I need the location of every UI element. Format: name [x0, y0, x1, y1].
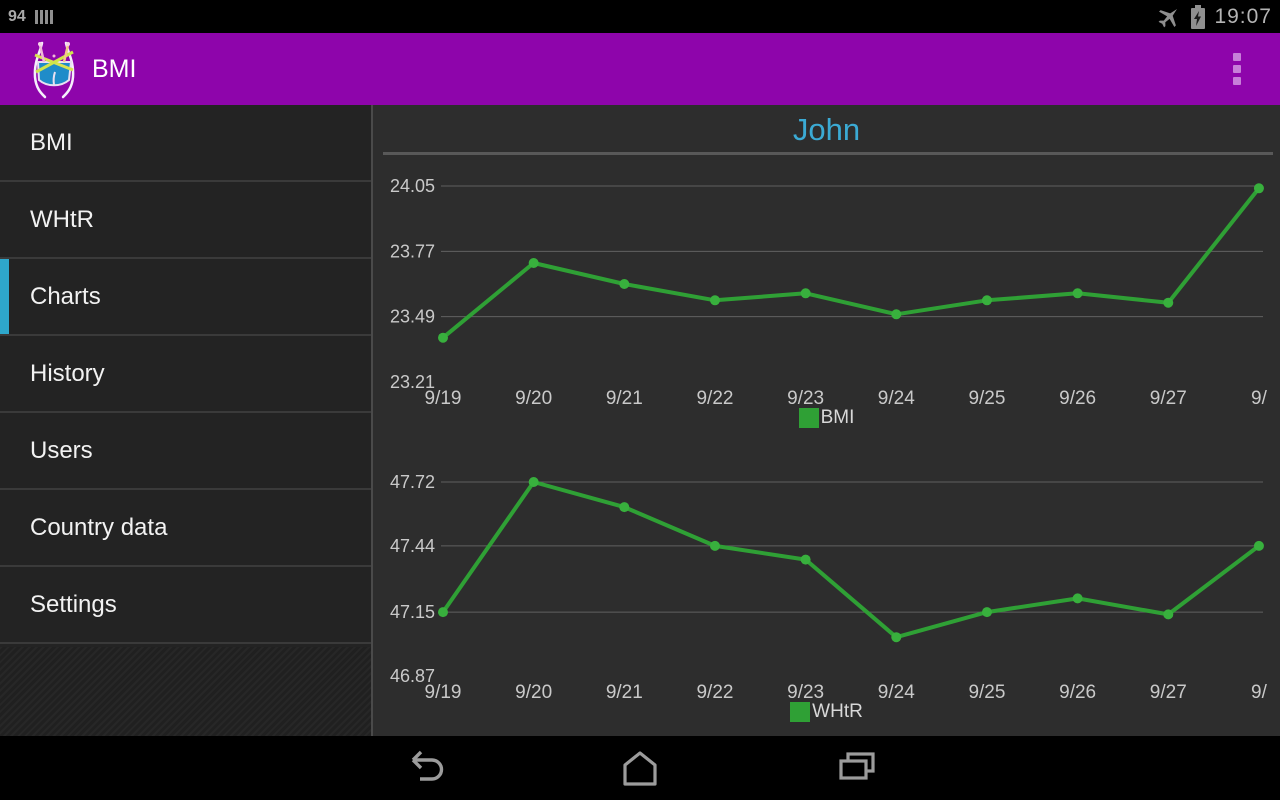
svg-text:9/26: 9/26 — [1059, 388, 1096, 409]
sidebar-item-bmi[interactable]: BMI — [0, 105, 371, 182]
sidebar-item-charts[interactable]: Charts — [0, 259, 371, 336]
charts-panel: John 24.05 23.77 23.49 23.21 9/19 9/20 9/21 9/2… — [373, 105, 1280, 736]
sidebar-item-settings[interactable]: Settings — [0, 567, 371, 644]
svg-text:9/19: 9/19 — [425, 388, 462, 409]
bmi-legend-label: BMI — [820, 407, 855, 428]
svg-text:23.49: 23.49 — [390, 307, 435, 327]
bmi-app-icon[interactable] — [28, 39, 80, 99]
sidebar-item-label: WHtR — [30, 205, 94, 233]
selected-indicator — [0, 259, 9, 334]
sidebar-item-country-data[interactable]: Country data — [0, 490, 371, 567]
indicator-placeholder — [0, 413, 9, 488]
back-icon — [411, 750, 444, 781]
svg-text:47.15: 47.15 — [390, 602, 435, 622]
svg-text:9/20: 9/20 — [515, 682, 552, 703]
svg-text:9/22: 9/22 — [696, 682, 733, 703]
svg-text:9/27: 9/27 — [1150, 682, 1187, 703]
clock-text: 19:07 — [1214, 4, 1272, 28]
action-bar: BMI — [0, 33, 1280, 105]
overflow-menu-button[interactable] — [1222, 33, 1252, 105]
sidebar-item-users[interactable]: Users — [0, 413, 371, 490]
user-name-title: John — [792, 112, 861, 147]
svg-text:9/: 9/ — [1251, 388, 1268, 409]
title-divider — [383, 152, 1273, 155]
bmi-legend: BMI — [373, 407, 1280, 429]
svg-text:9/26: 9/26 — [1059, 682, 1096, 703]
bmi-legend-swatch — [798, 408, 819, 428]
battery-charging-icon — [1191, 4, 1206, 29]
svg-text:9/27: 9/27 — [1150, 388, 1187, 409]
navigation-bar — [0, 736, 1280, 800]
sidebar-item-whtr[interactable]: WHtR — [0, 182, 371, 259]
whtr-legend: WHtR — [373, 701, 1280, 723]
recents-icon — [839, 752, 875, 780]
svg-text:9/25: 9/25 — [968, 682, 1005, 703]
whtr-line-chart: 47.72 47.44 47.15 46.879/19 9/20 9/21 9/22 9/23… — [390, 472, 1268, 703]
home-button[interactable] — [612, 746, 668, 790]
indicator-placeholder — [0, 182, 9, 257]
sidebar-item-label: Country data — [30, 513, 168, 541]
app-title: BMI — [92, 54, 137, 83]
sidebar-texture — [0, 647, 371, 736]
svg-text:9/24: 9/24 — [878, 682, 915, 703]
whtr-legend-swatch — [790, 702, 811, 722]
svg-text:9/21: 9/21 — [606, 682, 643, 703]
svg-text:9/23: 9/23 — [787, 388, 824, 409]
svg-text:23.21: 23.21 — [390, 372, 435, 392]
svg-text:9/19: 9/19 — [425, 682, 462, 703]
svg-text:46.87: 46.87 — [390, 666, 435, 686]
svg-text:24.05: 24.05 — [390, 176, 435, 196]
back-button[interactable] — [396, 746, 452, 790]
indicator-placeholder — [0, 105, 9, 180]
overflow-menu-icon — [1233, 53, 1241, 61]
sidebar-item-label: Settings — [30, 590, 117, 618]
svg-text:9/24: 9/24 — [878, 388, 915, 409]
home-icon — [623, 751, 657, 786]
whtr-legend-label: WHtR — [812, 701, 863, 722]
sidebar-divider — [371, 105, 373, 736]
sidebar-item-label: BMI — [30, 128, 73, 156]
svg-text:9/21: 9/21 — [606, 388, 643, 409]
bmi-line-chart: 24.05 23.77 23.49 23.219/19 9/20 9/21 9/22 9/23… — [390, 176, 1268, 409]
svg-text:9/20: 9/20 — [515, 388, 552, 409]
svg-text:9/25: 9/25 — [968, 388, 1005, 409]
status-bar: 94 19:07 — [0, 0, 1280, 33]
battery-percent-text: 94 — [8, 7, 26, 25]
svg-text:47.44: 47.44 — [390, 536, 435, 556]
indicator-placeholder — [0, 567, 9, 642]
svg-text:23.77: 23.77 — [390, 241, 435, 261]
sidebar-item-label: Charts — [30, 282, 101, 310]
sidebar-item-label: Users — [30, 436, 93, 464]
svg-text:47.72: 47.72 — [390, 472, 435, 492]
sidebar-menu: BMI WHtR Charts History Users Country data Set… — [0, 105, 371, 736]
sidebar-item-label: History — [30, 359, 105, 387]
indicator-placeholder — [0, 336, 9, 411]
svg-text:9/23: 9/23 — [787, 682, 824, 703]
svg-text:9/22: 9/22 — [696, 388, 733, 409]
airplane-mode-icon — [1159, 8, 1178, 27]
sidebar-item-history[interactable]: History — [0, 336, 371, 413]
indicator-placeholder — [0, 490, 9, 565]
recents-button[interactable] — [828, 746, 884, 790]
signal-bars-icon — [34, 9, 53, 24]
svg-text:9/: 9/ — [1251, 682, 1268, 703]
